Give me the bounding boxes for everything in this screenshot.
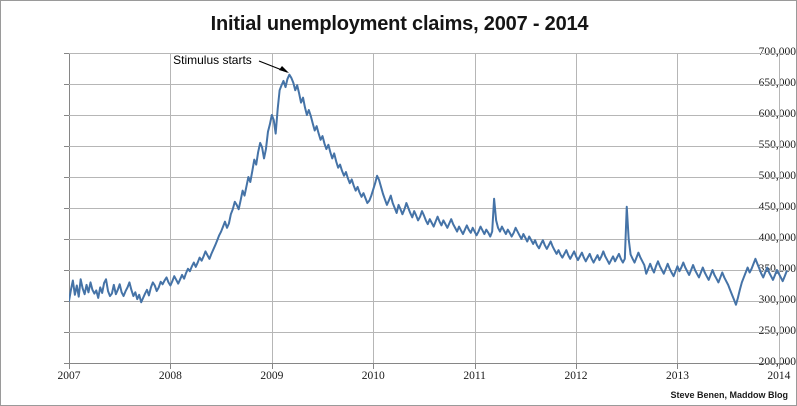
vertical-gridline xyxy=(271,53,273,363)
x-axis-tick-label: 2014 xyxy=(767,370,791,382)
x-axis-tick-label: 2008 xyxy=(158,370,182,382)
horizontal-gridline xyxy=(69,301,789,302)
x-axis-tick-mark xyxy=(170,363,172,369)
x-axis-tick-label: 2012 xyxy=(564,370,588,382)
vertical-gridline xyxy=(677,53,679,363)
y-axis-tick-label: 400,000 xyxy=(758,232,796,244)
y-axis-tick-mark xyxy=(64,146,70,147)
chart-title: Initial unemployment claims, 2007 - 2014 xyxy=(210,13,589,35)
y-axis-tick-label: 350,000 xyxy=(758,263,796,275)
y-axis-tick-label: 650,000 xyxy=(758,77,796,89)
horizontal-gridline xyxy=(69,177,789,178)
horizontal-gridline xyxy=(69,84,789,85)
x-axis-tick-mark xyxy=(69,363,70,369)
x-axis-tick-mark xyxy=(778,363,780,369)
y-axis-tick-label: 250,000 xyxy=(758,325,796,337)
x-axis-tick-mark xyxy=(373,363,375,369)
y-axis-tick-mark xyxy=(64,332,70,333)
horizontal-gridline xyxy=(69,239,789,240)
horizontal-gridline xyxy=(69,208,789,209)
vertical-gridline xyxy=(373,53,375,363)
y-axis-tick-mark xyxy=(64,53,70,54)
x-axis-tick-label: 2013 xyxy=(665,370,689,382)
x-axis-tick-mark xyxy=(677,363,679,369)
y-axis-tick-label: 550,000 xyxy=(758,139,796,151)
horizontal-gridline xyxy=(69,53,789,54)
y-axis-tick-mark xyxy=(64,301,70,302)
horizontal-gridline xyxy=(69,270,789,271)
vertical-gridline xyxy=(576,53,578,363)
vertical-gridline xyxy=(778,53,780,363)
vertical-gridline xyxy=(170,53,172,363)
y-axis-tick-mark xyxy=(64,177,70,178)
y-axis-tick-label: 200,000 xyxy=(758,356,796,368)
x-axis-tick-label: 2010 xyxy=(361,370,385,382)
y-axis-tick-mark xyxy=(64,270,70,271)
y-axis-tick-mark xyxy=(64,363,70,364)
x-axis-tick-label: 2007 xyxy=(57,370,81,382)
y-axis-tick-mark xyxy=(64,84,70,85)
y-axis-tick-mark xyxy=(64,208,70,209)
vertical-gridline xyxy=(474,53,476,363)
horizontal-gridline xyxy=(69,332,789,333)
y-axis-tick-mark xyxy=(64,239,70,240)
x-axis-tick-label: 2011 xyxy=(463,370,486,382)
x-axis-line xyxy=(69,363,790,364)
y-axis-tick-mark xyxy=(64,115,70,116)
plot-area xyxy=(69,53,789,363)
chart-credit: Steve Benen, Maddow Blog xyxy=(670,390,788,400)
y-axis-tick-label: 700,000 xyxy=(758,46,796,58)
data-series-line xyxy=(69,73,788,306)
y-axis-tick-label: 300,000 xyxy=(758,294,796,306)
y-axis-tick-label: 450,000 xyxy=(758,201,796,213)
x-axis-tick-mark xyxy=(576,363,578,369)
horizontal-gridline xyxy=(69,115,789,116)
y-axis-tick-label: 500,000 xyxy=(758,170,796,182)
annotation-stimulus-starts-label: Stimulus starts xyxy=(173,52,252,67)
x-axis-tick-mark xyxy=(474,363,476,369)
horizontal-gridline xyxy=(69,146,789,147)
y-axis-tick-label: 600,000 xyxy=(758,108,796,120)
x-axis-tick-mark xyxy=(271,363,273,369)
x-axis-tick-label: 2009 xyxy=(260,370,284,382)
